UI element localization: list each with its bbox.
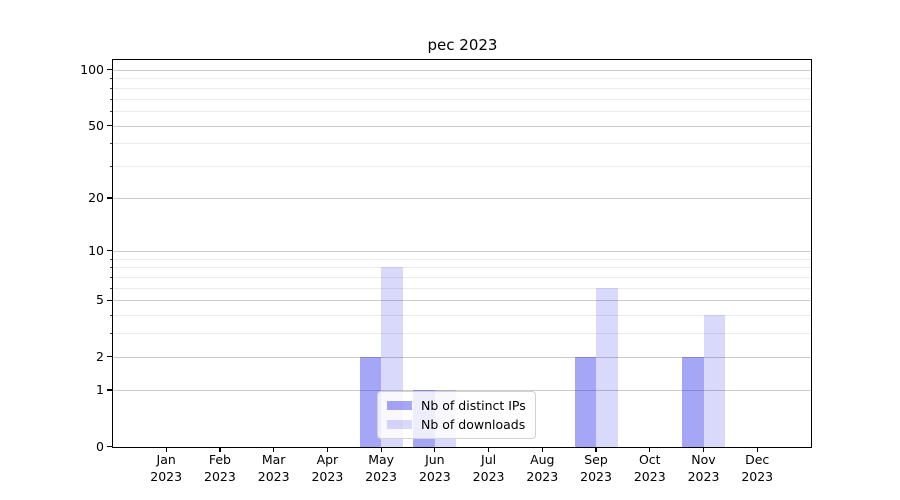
x-tick-label: Apr 2023 xyxy=(311,452,344,484)
y-minor-tick-mark xyxy=(109,111,112,113)
y-tick-label: 5 xyxy=(96,292,104,308)
y-tick-mark xyxy=(107,197,112,199)
y-minor-tick-mark xyxy=(109,143,112,145)
y-tick-label: 100 xyxy=(80,61,104,77)
y-tick-mark xyxy=(107,445,112,448)
major-gridline xyxy=(113,125,811,127)
x-tick-mark xyxy=(219,447,221,452)
x-tick-label: Jun 2023 xyxy=(418,452,451,484)
y-minor-tick-mark xyxy=(109,315,112,317)
legend-swatch-distinct-ips xyxy=(387,401,412,410)
x-tick-mark xyxy=(487,447,490,452)
minor-gridline xyxy=(113,98,811,100)
x-tick-mark xyxy=(165,447,167,452)
legend-item-downloads: Nb of downloads xyxy=(387,415,526,434)
x-tick-mark xyxy=(273,447,275,452)
minor-gridline xyxy=(113,166,811,168)
legend-label-distinct-ips: Nb of distinct IPs xyxy=(421,398,526,413)
x-tick-label: Nov 2023 xyxy=(687,452,720,484)
y-tick-mark xyxy=(107,125,112,127)
minor-gridline xyxy=(113,333,811,335)
x-tick-mark xyxy=(649,447,651,452)
minor-gridline xyxy=(113,315,811,317)
y-tick-label: 20 xyxy=(88,190,104,206)
y-tick-mark xyxy=(107,250,112,252)
y-minor-tick-mark xyxy=(109,276,112,278)
major-gridline xyxy=(113,250,811,252)
minor-gridline xyxy=(113,111,811,113)
y-tick-mark xyxy=(107,299,112,301)
bar-distinct-ips-nov xyxy=(682,356,704,447)
y-minor-tick-mark xyxy=(109,333,112,335)
plot-area xyxy=(113,60,811,447)
chart-title: pec 2023 xyxy=(427,36,498,54)
y-minor-tick-mark xyxy=(109,87,112,89)
bar-distinct-ips-may xyxy=(359,356,382,447)
x-tick-mark xyxy=(434,447,436,452)
y-tick-mark xyxy=(107,69,112,71)
y-minor-tick-mark xyxy=(109,98,112,100)
x-tick-mark xyxy=(756,447,758,452)
legend-item-distinct-ips: Nb of distinct IPs xyxy=(387,396,526,415)
y-minor-tick-mark xyxy=(109,166,112,168)
y-minor-tick-mark xyxy=(109,267,112,269)
x-tick-label: Oct 2023 xyxy=(633,452,666,484)
x-tick-label: Jan 2023 xyxy=(150,452,183,484)
y-tick-mark xyxy=(107,356,112,358)
x-tick-label: Jul 2023 xyxy=(472,452,505,484)
legend: Nb of distinct IPs Nb of downloads xyxy=(377,391,536,439)
major-gridline xyxy=(113,356,811,358)
x-tick-mark xyxy=(326,447,328,452)
x-tick-label: Aug 2023 xyxy=(526,452,559,484)
minor-gridline xyxy=(113,258,811,260)
y-minor-tick-mark xyxy=(109,258,112,260)
y-tick-label: 1 xyxy=(96,381,104,397)
y-minor-tick-mark xyxy=(109,78,112,80)
minor-gridline xyxy=(113,287,811,289)
x-tick-mark xyxy=(380,447,382,452)
y-minor-tick-mark xyxy=(109,287,112,289)
minor-gridline xyxy=(113,276,811,278)
x-tick-mark xyxy=(702,447,705,452)
major-gridline xyxy=(113,198,811,200)
minor-gridline xyxy=(113,143,811,145)
x-tick-label: May 2023 xyxy=(365,452,398,484)
legend-label-downloads: Nb of downloads xyxy=(421,417,526,432)
x-tick-label: Mar 2023 xyxy=(257,452,290,484)
minor-gridline xyxy=(113,267,811,269)
major-gridline xyxy=(113,389,811,391)
x-tick-mark xyxy=(541,447,543,452)
y-tick-label: 50 xyxy=(88,117,104,133)
x-tick-label: Feb 2023 xyxy=(204,452,236,484)
minor-gridline xyxy=(113,87,811,89)
x-tick-mark xyxy=(595,447,597,452)
bar-downloads-sep xyxy=(596,287,618,447)
y-tick-mark xyxy=(107,389,112,391)
bar-downloads-nov xyxy=(703,315,725,447)
y-tick-label: 0 xyxy=(96,438,104,454)
bar-distinct-ips-sep xyxy=(574,356,597,447)
x-tick-label: Sep 2023 xyxy=(580,452,612,484)
major-gridline xyxy=(113,300,811,302)
y-tick-label: 10 xyxy=(88,242,104,258)
minor-gridline xyxy=(113,78,811,80)
legend-swatch-downloads xyxy=(387,420,412,429)
y-tick-label: 2 xyxy=(96,348,104,364)
x-tick-label: Dec 2023 xyxy=(741,452,774,484)
major-gridline xyxy=(113,69,811,71)
